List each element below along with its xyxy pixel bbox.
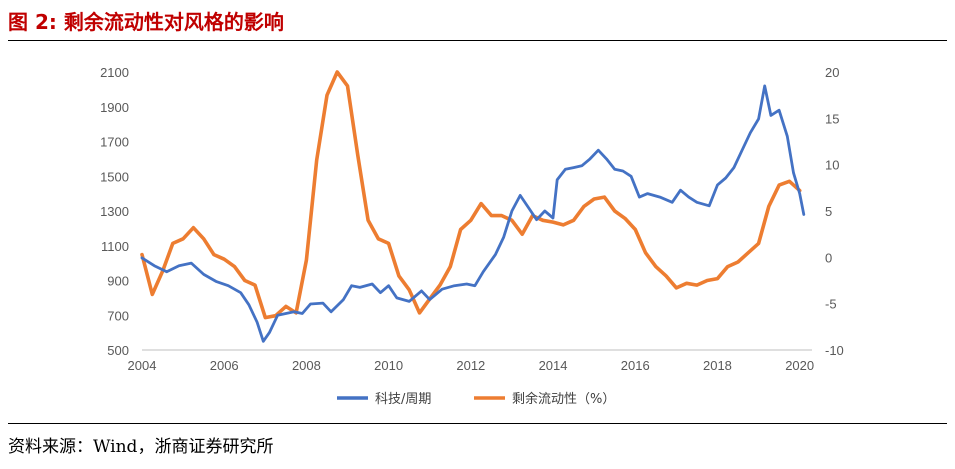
x-tick-label: 2006 xyxy=(210,358,239,373)
right-y-tick-label: -10 xyxy=(825,343,844,358)
x-tick-label: 2016 xyxy=(621,358,650,373)
series-line-tech-cycle xyxy=(140,84,806,343)
x-tick-label: 2020 xyxy=(785,358,814,373)
x-tick-label: 2004 xyxy=(128,358,157,373)
chart-title: 图 2: 剩余流动性对风格的影响 xyxy=(8,10,284,34)
right-y-tick-label: 20 xyxy=(825,65,839,80)
left-y-tick-label: 1500 xyxy=(100,169,129,184)
x-tick-label: 2018 xyxy=(703,358,732,373)
legend: 科技/周期 剩余流动性（%） xyxy=(337,391,615,407)
right-y-tick-label: 10 xyxy=(825,158,839,173)
source-note: 资料来源：Wind，浙商证券研究所 xyxy=(8,437,274,457)
legend-label-tech-cycle: 科技/周期 xyxy=(375,392,431,407)
chart: 2004 2006 2008 2010 2012 2014 2016 2018 2020 210… xyxy=(100,65,844,407)
right-y-axis-ticks: 20 15 10 5 0 -5 -10 xyxy=(825,65,844,358)
x-tick-label: 2014 xyxy=(539,358,568,373)
x-tick-label: 2010 xyxy=(374,358,403,373)
left-y-tick-label: 1300 xyxy=(100,204,129,219)
right-y-tick-label: 0 xyxy=(825,250,832,265)
left-y-tick-label: 1100 xyxy=(101,239,129,254)
left-y-tick-label: 700 xyxy=(107,308,129,323)
title-divider xyxy=(8,40,947,41)
series-line-liquidity xyxy=(140,70,802,320)
left-y-tick-label: 500 xyxy=(107,343,129,358)
legend-label-liquidity: 剩余流动性（%） xyxy=(512,391,615,407)
x-tick-label: 2008 xyxy=(292,358,321,373)
footer-divider xyxy=(8,423,947,424)
left-y-tick-label: 1700 xyxy=(100,135,129,150)
x-tick-label: 2012 xyxy=(456,358,485,373)
left-y-axis-ticks: 2100 1900 1700 1500 1300 1100 900 700 500 xyxy=(100,65,129,358)
right-y-tick-label: 5 xyxy=(825,204,832,219)
left-y-tick-label: 900 xyxy=(107,274,129,289)
right-y-tick-label: 15 xyxy=(825,111,839,126)
left-y-tick-label: 2100 xyxy=(100,65,129,80)
left-y-tick-label: 1900 xyxy=(100,100,129,115)
x-axis-ticks: 2004 2006 2008 2010 2012 2014 2016 2018 2020 xyxy=(128,358,815,373)
right-y-tick-label: -5 xyxy=(825,297,837,312)
